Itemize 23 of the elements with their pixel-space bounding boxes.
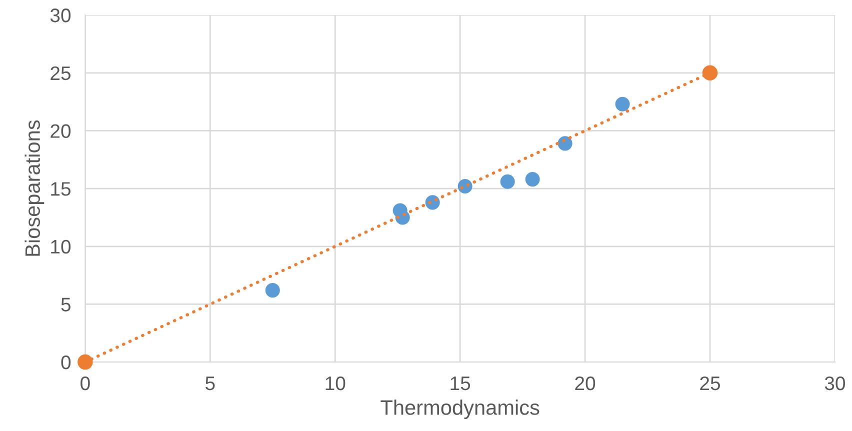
x-tick-label: 30: [824, 376, 846, 390]
point: [702, 65, 718, 81]
x-tick-label: 25: [700, 376, 720, 390]
point: [78, 354, 93, 370]
x-axis-title: Thermodynamics: [380, 400, 540, 420]
point: [558, 136, 572, 151]
x-tick-label: 20: [575, 376, 596, 390]
y-tick-label: 0: [61, 356, 71, 370]
x-tick-label: 5: [206, 376, 215, 390]
y-tick-label: 15: [51, 182, 70, 196]
y-tick-label: 30: [50, 8, 71, 22]
y-tick-label: 25: [50, 66, 70, 80]
y-tick-label: 20: [50, 124, 71, 138]
x-tick-label: 0: [80, 376, 90, 390]
point: [500, 174, 515, 189]
y-tick-label: 5: [61, 298, 70, 312]
x-tick-label: 15: [450, 376, 470, 390]
x-tick-label: 10: [326, 376, 346, 390]
y-tick-label: 10: [51, 240, 71, 254]
point: [525, 172, 540, 187]
point: [265, 283, 280, 298]
y-axis-title: Bioseparations: [24, 120, 44, 256]
point: [615, 96, 630, 112]
